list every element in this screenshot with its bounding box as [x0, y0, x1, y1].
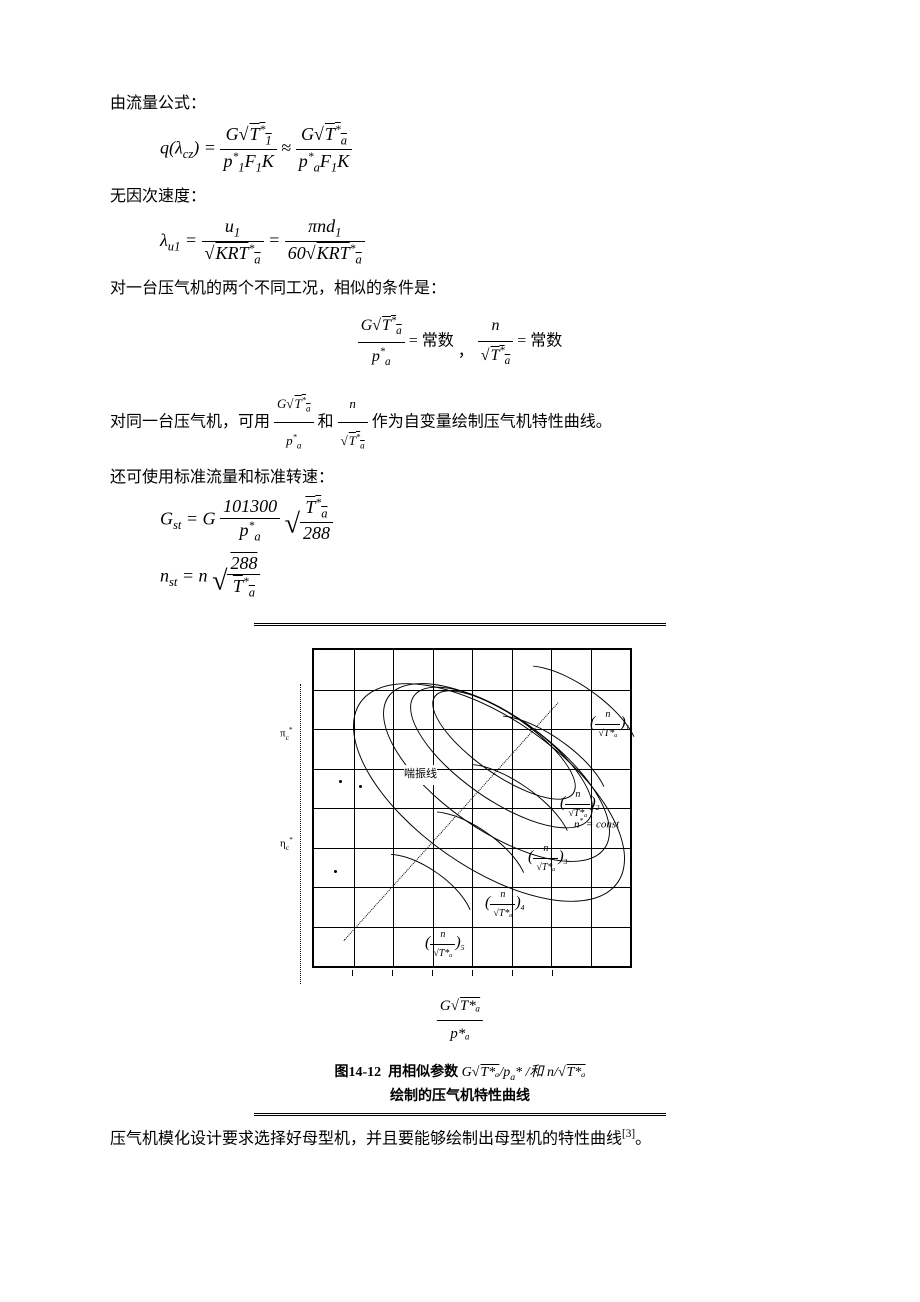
eq1-sub: cz	[183, 147, 194, 161]
speed-label-4: (n√T*ₐ)4	[485, 886, 524, 923]
equation-q-lambda: q(λcz) = GT*1 p*1F1K ≈ GT*a p*aF1K	[110, 123, 810, 175]
para-dimensionless: 无因次速度：	[110, 183, 810, 212]
eq5a-frac1: 101300 p*a	[220, 496, 280, 544]
eq3-sep: ，	[458, 343, 474, 360]
eq2-den2: 60KRT*a	[288, 243, 362, 263]
p4-c: 作为自变量绘制压气机特性曲线。	[372, 413, 612, 430]
eq5b-sqrtfrac: 288 T*a	[227, 553, 260, 601]
eq2-frac1: u1 KRT*a	[202, 216, 264, 267]
eq5a-sqrtfrac: T*a 288	[300, 496, 333, 544]
p4-b: 和	[318, 413, 334, 430]
para-variables: 对同一台压气机，可用 GT*a p*a 和 n T*a 作为自变量绘制压气机特性…	[110, 386, 810, 460]
sqrt-big-icon: √	[285, 509, 300, 540]
sqrt-big-icon-2: √	[212, 565, 227, 596]
eq3-frac1: GT*a p*a	[358, 312, 405, 372]
eq1-approx: ≈	[281, 137, 291, 157]
speed-label-2: (n√T*ₐ)2	[560, 786, 599, 823]
eq1-lhs: q(λ	[160, 137, 183, 157]
eq5b-sqrtden: T*a	[233, 576, 255, 596]
p6-text: 压气机模化设计要求选择好母型机，并且要能够绘制出母型机的特性曲线	[110, 1130, 622, 1147]
caption-no: 图14-12	[334, 1065, 381, 1080]
eq2-num2: πnd1	[308, 216, 341, 236]
eq1-num1: GT*1	[226, 124, 272, 144]
eq5b-eq: = n	[177, 565, 207, 585]
para-flow-formula: 由流量公式：	[110, 90, 810, 119]
eq1-den2: p*aF1K	[299, 151, 349, 171]
para-similar-cond: 对一台压气机的两个不同工况，相似的条件是：	[110, 275, 810, 304]
speed-label-1: (n√T*ₐ)1	[590, 706, 629, 743]
eq3-rhs2: = 常数	[517, 333, 562, 350]
eq2-frac2: πnd1 60KRT*a	[285, 216, 365, 267]
equation-lambda-u1: λu1 = u1 KRT*a = πnd1 60KRT*a	[110, 216, 810, 267]
caption-a: 用相似参数	[388, 1065, 458, 1080]
eq1-close: ) =	[193, 137, 216, 157]
figure-frame: 喘振线 n* = const πc* ηc* (n√T*ₐ)1 (n√T*ₐ)2	[254, 623, 666, 1115]
eq2-num1: u1	[225, 216, 240, 236]
eq2-lhs: λ	[160, 230, 168, 250]
para-closing: 压气机模化设计要求选择好母型机，并且要能够绘制出母型机的特性曲线[3]。	[110, 1124, 810, 1154]
eq2-eq: =	[180, 230, 197, 250]
eq5a-eq: = G	[181, 509, 215, 529]
eq2-den1: KRT*a	[205, 243, 261, 263]
eq3-den1: p*a	[372, 348, 391, 365]
eq1-num2: GT*a	[301, 124, 347, 144]
eq5a-num1: 101300	[220, 496, 280, 519]
eq5b-sqrtnum: 288	[227, 553, 260, 576]
speed-label-5: (n√T*ₐ)5	[425, 926, 464, 963]
inline-frac-1: GT*a p*a	[274, 386, 314, 460]
x-axis-label: GT*ₐ p*ₐ	[437, 993, 483, 1048]
caption-math: GT*ₐ/pa* /和 n/T*ₐ	[462, 1065, 586, 1080]
equation-Gst: Gst = G 101300 p*a √ T*a 288	[110, 496, 810, 544]
eq5a-den1: p*a	[239, 520, 260, 540]
equation-nst: nst = n √ 288 T*a	[110, 553, 810, 601]
inline-frac-2: n T*a	[338, 386, 368, 460]
equation-constants: GT*a p*a = 常数 ， n T*a = 常数	[110, 312, 810, 372]
eq5b-lhs: n	[160, 565, 169, 585]
para-standard: 还可使用标准流量和标准转速：	[110, 464, 810, 493]
eq3-frac2: n T*a	[478, 312, 513, 371]
eq2-sub: u1	[168, 239, 181, 253]
caption-b: 绘制的压气机特性曲线	[390, 1089, 530, 1104]
eq5a-lhs: G	[160, 509, 173, 529]
eq3-rhs1: = 常数	[409, 333, 454, 350]
p4-a: 对同一台压气机，可用	[110, 413, 270, 430]
eq3-num2: n	[492, 317, 500, 334]
eq1-frac2: GT*a p*aF1K	[296, 123, 352, 175]
eq1-den1: p*1F1K	[223, 151, 273, 171]
eq1-frac1: GT*1 p*1F1K	[220, 123, 276, 175]
figure-14-12: 喘振线 n* = const πc* ηc* (n√T*ₐ)1 (n√T*ₐ)2	[110, 623, 810, 1115]
speed-label-3: (n√T*ₐ)3	[528, 840, 567, 877]
compressor-map-chart: 喘振线 n* = const πc* ηc* (n√T*ₐ)1 (n√T*ₐ)2	[260, 634, 660, 1054]
yaxis-eta: ηc*	[280, 834, 293, 855]
yaxis-pi: πc*	[280, 724, 293, 745]
eq3-den2: T*a	[481, 347, 510, 364]
eq5a-sqrtnum: T*a	[305, 497, 327, 517]
eq5a-sqrtden: 288	[300, 523, 333, 545]
p6-end: 。	[635, 1130, 651, 1147]
footnote-ref: [3]	[622, 1128, 635, 1140]
figure-caption: 图14-12 用相似参数 GT*ₐ/pa* /和 n/T*ₐ 绘制的压气机特性曲…	[260, 1062, 660, 1106]
eq3-num1: GT*a	[361, 317, 402, 334]
surge-line-label: 喘振线	[404, 765, 437, 785]
